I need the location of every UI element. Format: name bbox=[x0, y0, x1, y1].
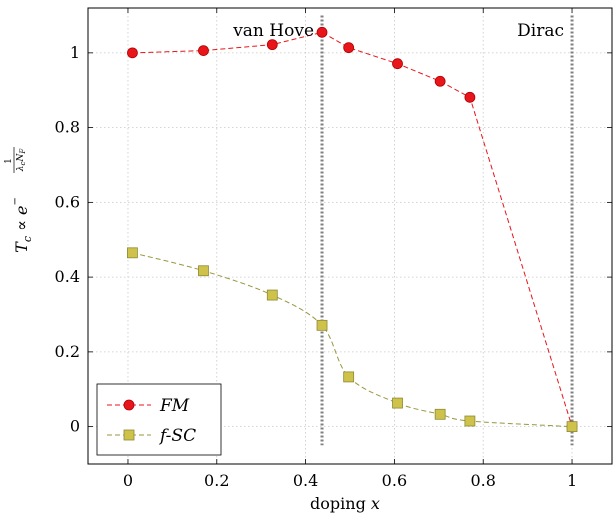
data-point-fm bbox=[434, 75, 446, 87]
legend-box bbox=[96, 383, 222, 456]
data-point-fm bbox=[392, 58, 403, 70]
ticks: 0 0.2 0.4 0.6 0.8 1 0 0.2 0.4 0.6 0.8 1 bbox=[55, 8, 612, 490]
series-layer bbox=[127, 26, 578, 433]
data-point-fm bbox=[266, 39, 278, 51]
x-tick-label: 0 bbox=[123, 471, 133, 490]
series-line-fm bbox=[132, 31, 573, 427]
data-point-f-sc bbox=[392, 397, 403, 409]
data-point-f-sc bbox=[266, 289, 278, 301]
annotation-van-hove: van Hove bbox=[232, 21, 314, 41]
data-point-fm bbox=[127, 47, 138, 59]
x-tick-label: 0.4 bbox=[293, 471, 318, 490]
y-axis-label: Tc ∝ e− 1 λcNF bbox=[4, 147, 34, 253]
y-tick-label: 0.8 bbox=[55, 118, 80, 137]
data-point-f-sc bbox=[434, 408, 446, 420]
svg-text:1: 1 bbox=[4, 158, 14, 164]
x-tick-label: 0.2 bbox=[204, 471, 229, 490]
legend-marker-f-sc bbox=[123, 429, 135, 441]
data-point-fm bbox=[198, 45, 209, 57]
data-point-fm bbox=[343, 42, 355, 54]
svg-text:Tc ∝ e−: Tc ∝ e− bbox=[10, 197, 34, 253]
data-point-f-sc bbox=[127, 247, 138, 259]
data-point-f-sc bbox=[198, 265, 209, 277]
x-tick-label: 0.8 bbox=[470, 471, 495, 490]
legend-marker-fm bbox=[123, 399, 135, 411]
x-tick-label: 0.6 bbox=[382, 471, 407, 490]
data-point-f-sc bbox=[566, 421, 578, 433]
data-point-fm bbox=[464, 91, 476, 103]
data-point-f-sc bbox=[464, 415, 476, 427]
reference-lines bbox=[320, 15, 574, 446]
legend-label-fm: FM bbox=[159, 396, 190, 416]
data-point-fm bbox=[316, 26, 328, 38]
x-tick-label: 1 bbox=[567, 471, 577, 490]
y-tick-label: 0.4 bbox=[55, 267, 80, 286]
data-point-f-sc bbox=[316, 319, 328, 331]
annotation-dirac: Dirac bbox=[517, 21, 564, 41]
y-tick-label: 1 bbox=[70, 43, 80, 62]
y-tick-label: 0.6 bbox=[55, 192, 80, 211]
plot-frame bbox=[87, 7, 613, 465]
x-axis-label: doping x bbox=[310, 494, 380, 513]
legend-label-f-sc: f-SC bbox=[158, 426, 196, 446]
annotations: van Hove Dirac bbox=[232, 21, 564, 41]
legend: FM f-SC bbox=[96, 383, 222, 456]
svg-text:λcNF: λcNF bbox=[16, 148, 27, 173]
y-tick-label: 0 bbox=[70, 417, 80, 436]
data-point-f-sc bbox=[343, 371, 355, 383]
y-tick-label: 0.2 bbox=[55, 342, 80, 361]
